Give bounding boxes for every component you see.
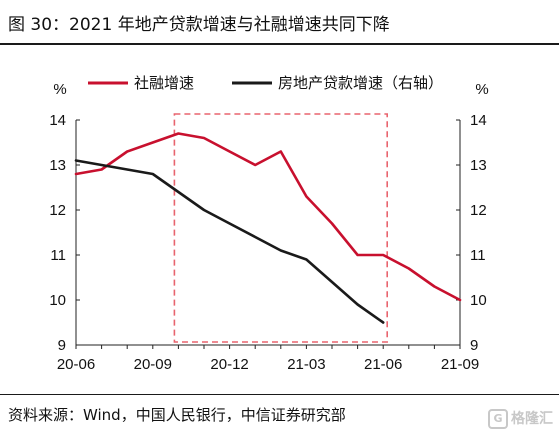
- right-tick-label: 9: [470, 337, 478, 354]
- x-tick-label: 20-09: [134, 356, 172, 373]
- source-divider: [0, 394, 559, 395]
- right-tick-label: 14: [470, 112, 487, 129]
- x-tick-label: 21-06: [364, 356, 402, 373]
- title-divider: [0, 43, 559, 45]
- x-tick-label: 20-06: [57, 356, 95, 373]
- series-line-1: [74, 132, 462, 302]
- right-tick-label: 10: [470, 292, 487, 309]
- watermark-logo-icon: G: [488, 409, 508, 429]
- chart-axes: % % 9 9 10 10 11 11 12 12 13 13 14 14 20-06 20-09 20-12 2…: [49, 81, 488, 373]
- watermark-text: 格隆汇: [511, 411, 553, 427]
- left-tick-label: 14: [49, 112, 66, 129]
- highlight-box: [173, 113, 388, 343]
- left-tick-label: 11: [50, 247, 66, 264]
- watermark: G 格隆汇: [488, 408, 553, 429]
- left-tick-label: 12: [49, 202, 66, 219]
- chart-title: 图 30：2021 年地产贷款增速与社融增速共同下降: [8, 15, 390, 35]
- legend-label-1: 社融增速: [134, 75, 194, 92]
- x-tick-label: 21-03: [287, 356, 325, 373]
- legend: 社融增速 房地产贷款增速（右轴）: [88, 75, 443, 92]
- right-axis-unit: %: [475, 81, 488, 98]
- right-tick-label: 12: [470, 202, 487, 219]
- right-tick-label: 11: [470, 247, 486, 264]
- right-tick-label: 13: [470, 157, 487, 174]
- chart-svg: 社融增速 房地产贷款增速（右轴） % % 9 9 10 10 11 11 12 12 13 13 14 14…: [49, 75, 488, 373]
- left-axis-unit: %: [53, 81, 66, 98]
- series-line-2: [74, 159, 385, 324]
- title-bar: 图 30：2021 年地产贷款增速与社融增速共同下降: [0, 0, 559, 45]
- legend-label-2: 房地产贷款增速（右轴）: [278, 75, 443, 92]
- left-tick-label: 13: [49, 157, 66, 174]
- x-tick-label: 21-09: [441, 356, 479, 373]
- series-lines: [74, 132, 462, 324]
- source-note: 资料来源：Wind，中国人民银行，中信证券研究部: [8, 406, 346, 424]
- x-tick-label: 20-12: [210, 356, 248, 373]
- left-tick-label: 10: [49, 292, 66, 309]
- left-tick-label: 9: [58, 337, 66, 354]
- highlight-dashed-box: [173, 113, 388, 343]
